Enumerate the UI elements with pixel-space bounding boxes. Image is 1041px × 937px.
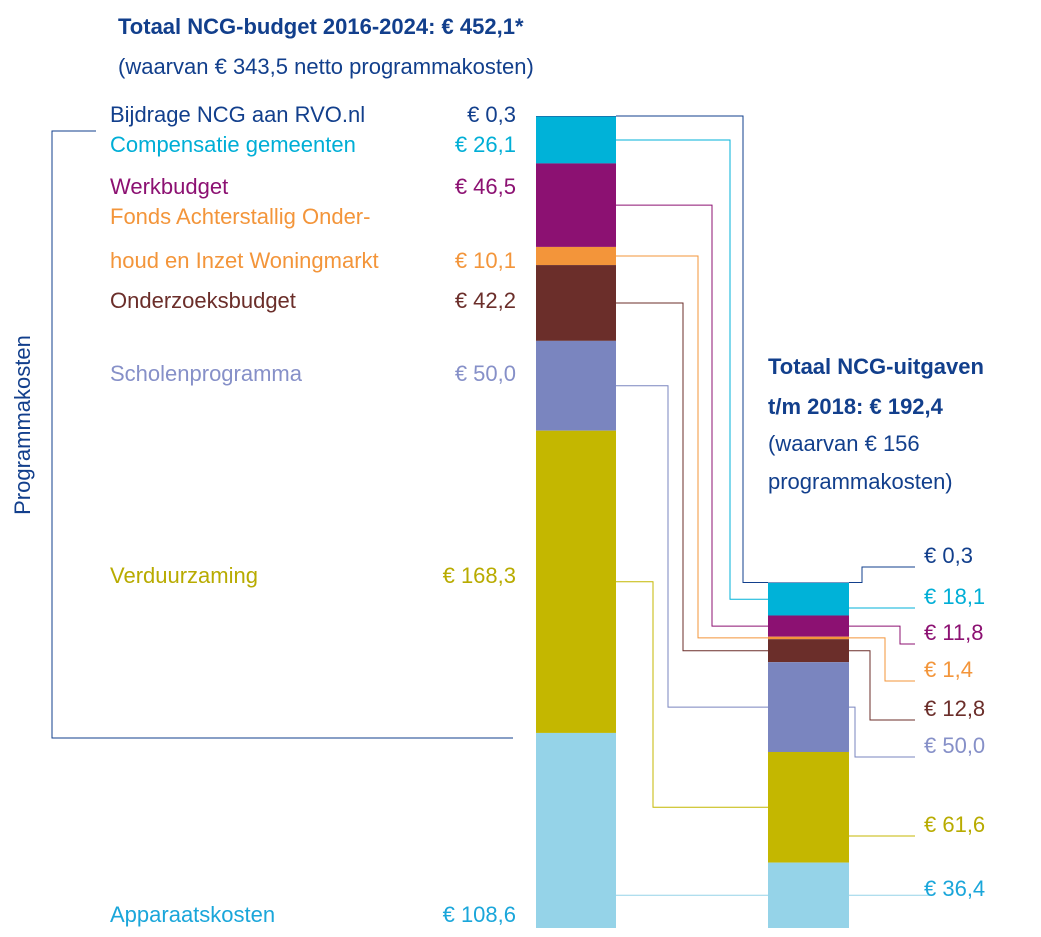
category-label: Bijdrage NCG aan RVO.nl (110, 102, 365, 127)
value-label: € 11,8 (924, 620, 984, 645)
bar-segment (536, 246, 616, 266)
value-label: € 26,1 (455, 132, 516, 157)
bar-segment (536, 116, 616, 164)
connector (849, 566, 915, 583)
connector (849, 637, 915, 682)
value-label: € 50,0 (924, 733, 985, 758)
connector (616, 385, 768, 708)
bar-segment (768, 862, 849, 928)
connector (849, 706, 915, 758)
bar-segment (768, 636, 849, 640)
bar-segment (768, 639, 849, 663)
connector (616, 302, 768, 652)
bar-segment (768, 582, 849, 584)
category-label: Scholenprogramma (110, 361, 303, 386)
bar-segment (768, 615, 849, 637)
category-label: Verduurzaming (110, 563, 258, 588)
category-label: Fonds Achterstallig Onder-houd en Inzet … (110, 204, 379, 273)
left-subtitle: (waarvan € 343,5 netto programmakosten) (118, 54, 534, 79)
bar-segment (536, 430, 616, 733)
value-label: € 12,8 (924, 696, 985, 721)
bar-segment (768, 582, 849, 616)
connector (616, 581, 768, 808)
bar-segment (768, 662, 849, 752)
connector (849, 625, 915, 645)
value-label: € 50,0 (455, 361, 516, 386)
connector (849, 650, 915, 721)
side-label: Programmakosten (10, 335, 35, 515)
connector (616, 204, 768, 627)
right-title: Totaal NCG-uitgaven t/m 2018: € 192,4 (768, 354, 984, 419)
left-title: Totaal NCG-budget 2016-2024: € 452,1* (118, 14, 524, 39)
connector (616, 139, 768, 600)
bar-segment (768, 751, 849, 863)
bar-segment (536, 732, 616, 928)
bar-segment (536, 265, 616, 341)
value-label: € 61,6 (924, 812, 985, 837)
value-label: € 46,5 (455, 174, 516, 199)
bar-segment (536, 116, 616, 117)
category-label: Onderzoeksbudget (110, 288, 296, 313)
category-label: Apparaatskosten (110, 902, 275, 927)
bracket (51, 130, 513, 739)
connector (616, 255, 768, 639)
category-label: Werkbudget (110, 174, 228, 199)
value-label: € 1,4 (924, 657, 973, 682)
bar-segment (536, 340, 616, 431)
value-label: € 168,3 (443, 563, 516, 588)
value-label: € 42,2 (455, 288, 516, 313)
value-label: € 36,4 (924, 876, 985, 901)
right-subtitle: (waarvan € 156 programmakosten) (768, 431, 953, 494)
value-label: € 0,3 (924, 543, 973, 568)
value-label: € 10,1 (455, 248, 516, 273)
bar-segment (536, 163, 616, 247)
value-label: € 0,3 (467, 102, 516, 127)
category-label: Compensatie gemeenten (110, 132, 356, 157)
value-label: € 18,1 (924, 584, 985, 609)
connector (616, 115, 768, 583)
value-label: € 108,6 (443, 902, 516, 927)
